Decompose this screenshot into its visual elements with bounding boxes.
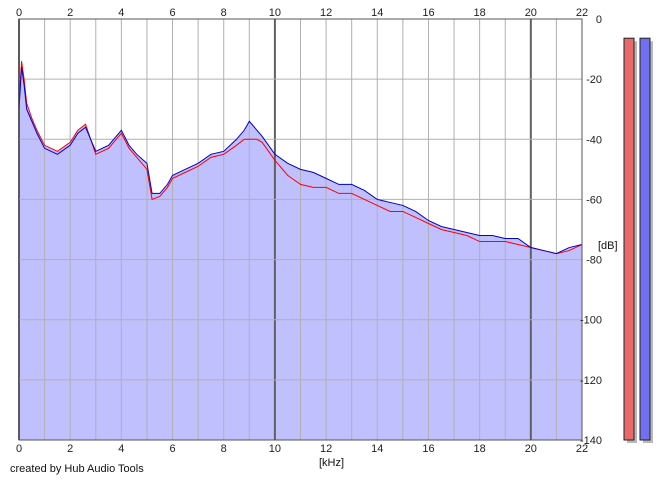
x-tick-label-bottom: 10 [269,443,281,455]
y-tick-label: -80 [586,255,602,267]
x-tick-label-top: 0 [16,7,22,19]
y-tick-label: -120 [580,375,602,387]
y-tick-label: 0 [596,14,602,26]
x-tick-label-bottom: 8 [221,443,227,455]
x-tick-label-top: 8 [221,7,227,19]
meter-left [623,37,635,441]
x-tick-label-top: 4 [118,7,124,19]
x-tick-label-top: 6 [169,7,175,19]
x-tick-label-top: 18 [474,7,486,19]
x-tick-label-bottom: 4 [118,443,124,455]
x-tick-label-bottom: 12 [320,443,332,455]
series-blue-line [18,67,583,255]
x-tick-label-bottom: 14 [371,443,383,455]
series-red-line [18,61,583,255]
x-tick-label-bottom: 2 [67,443,73,455]
y-axis-label: [dB] [598,240,618,252]
level-meters [623,37,653,443]
y-tick-label: -20 [586,74,602,86]
x-tick-label-top: 22 [576,7,588,19]
x-tick-label-bottom: 0 [16,443,22,455]
plot-area [18,18,583,441]
credit-text: created by Hub Audio Tools [10,463,144,475]
x-tick-label-bottom: 22 [576,443,588,455]
y-tick-label: -60 [586,194,602,206]
x-tick-label-top: 2 [67,7,73,19]
y-tick-label: -100 [580,315,602,327]
x-tick-label-top: 12 [320,7,332,19]
plot-frame [18,18,583,441]
x-axis-label: [kHz] [319,457,345,469]
x-tick-label-bottom: 20 [525,443,537,455]
x-tick-label-bottom: 16 [422,443,434,455]
x-tick-label-top: 16 [422,7,434,19]
x-tick-label-top: 20 [525,7,537,19]
y-tick-label: -140 [580,435,602,447]
tick-labels: 002244668810101212141416161818202022220-… [16,7,602,455]
y-tick-label: -40 [586,134,602,146]
x-tick-label-bottom: 18 [474,443,486,455]
meter-right [639,37,651,441]
x-tick-label-top: 14 [371,7,383,19]
x-tick-label-bottom: 6 [169,443,175,455]
x-tick-label-top: 10 [269,7,281,19]
